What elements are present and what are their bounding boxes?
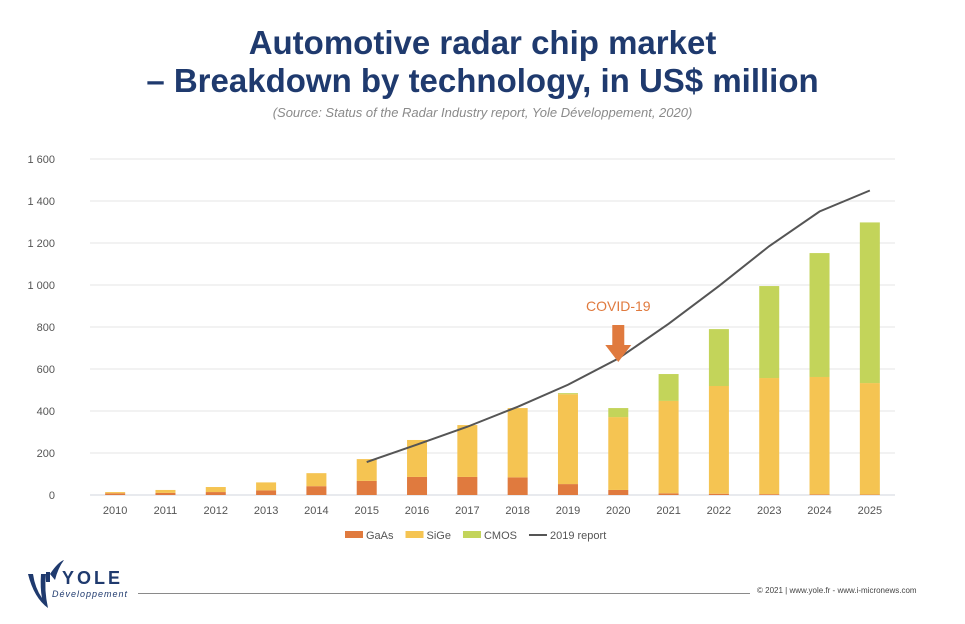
bar-gaas-2019 — [557, 484, 578, 495]
bar-sige-2017 — [457, 425, 478, 477]
bar-sige-2018 — [507, 408, 528, 478]
x-tick-label: 2021 — [656, 505, 680, 517]
bar-sige-2013 — [256, 482, 277, 491]
bar-sige-2019 — [557, 394, 578, 485]
y-tick-label: 1 000 — [27, 280, 55, 292]
x-tick-label: 2017 — [455, 505, 479, 517]
legend-label: CMOS — [484, 530, 517, 542]
legend-label: GaAs — [366, 530, 394, 542]
bar-gaas-2020 — [608, 489, 629, 495]
footer-copyright: © 2021 | www.yole.fr - www.i-micronews.c… — [757, 586, 917, 595]
chart-title-line-1: Automotive radar chip market — [248, 24, 717, 61]
bar-cmos-2023 — [759, 286, 780, 379]
y-tick-label: 0 — [49, 490, 55, 502]
bar-gaas-2016 — [407, 476, 428, 495]
bar-gaas-2021 — [658, 493, 679, 495]
chart-title-line-2: – Breakdown by technology, in US$ millio… — [146, 62, 819, 99]
annotations: COVID-19 — [586, 298, 651, 362]
x-tick-label: 2015 — [354, 505, 378, 517]
legend-swatch-sige — [405, 531, 424, 538]
bars — [105, 222, 880, 495]
y-tick-label: 200 — [37, 448, 55, 460]
bar-cmos-2024 — [809, 253, 830, 377]
logo-subtext: Développement — [52, 589, 128, 599]
x-tick-label: 2022 — [707, 505, 731, 517]
bar-gaas-2017 — [457, 476, 478, 495]
y-tick-label: 1 400 — [27, 196, 55, 208]
bar-sige-2025 — [859, 383, 880, 495]
bar-cmos-2021 — [658, 374, 679, 401]
legend-label: 2019 report — [550, 530, 606, 542]
y-tick-label: 600 — [37, 364, 55, 376]
y-tick-label: 800 — [37, 322, 55, 334]
x-tick-label: 2014 — [304, 505, 328, 517]
bar-sige-2023 — [759, 378, 780, 495]
legend-label: SiGe — [427, 530, 451, 542]
bar-sige-2014 — [306, 473, 327, 487]
logo-text: YOLE — [62, 568, 123, 588]
y-tick-label: 400 — [37, 406, 55, 418]
bar-gaas-2012 — [205, 492, 226, 495]
bar-sige-2022 — [708, 386, 729, 494]
y-tick-label: 1 600 — [27, 154, 55, 166]
bar-sige-2015 — [356, 459, 377, 481]
bar-sige-2012 — [205, 487, 226, 493]
x-tick-label: 2025 — [858, 505, 882, 517]
bar-gaas-2015 — [356, 480, 377, 495]
gridlines — [90, 158, 895, 496]
bar-gaas-2013 — [256, 490, 277, 495]
x-tick-label: 2013 — [254, 505, 278, 517]
x-tick-label: 2011 — [154, 505, 178, 517]
bar-sige-2020 — [608, 417, 629, 490]
yole-logo: YOLE Développement — [24, 560, 144, 615]
bar-sige-2021 — [658, 400, 679, 494]
bar-gaas-2018 — [507, 477, 528, 495]
bar-gaas-2024 — [809, 494, 830, 495]
bar-gaas-2010 — [105, 493, 126, 495]
x-tick-label: 2010 — [103, 505, 127, 517]
x-tick-label: 2016 — [405, 505, 429, 517]
bar-sige-2011 — [155, 489, 176, 493]
bar-gaas-2011 — [155, 492, 176, 495]
x-tick-label: 2019 — [556, 505, 580, 517]
x-tick-label: 2018 — [505, 505, 529, 517]
x-axis-ticks: 2010 2011 2012 2013 2014 2015 2016 2017 2018 2019… — [103, 505, 882, 517]
bar-cmos-2025 — [859, 222, 880, 384]
x-tick-label: 2020 — [606, 505, 630, 517]
bar-gaas-2022 — [708, 493, 729, 495]
legend: GaAs SiGe CMOS 2019 report — [345, 530, 606, 542]
bar-cmos-2019 — [557, 393, 578, 395]
x-tick-label: 2012 — [204, 505, 228, 517]
bar-sige-2010 — [105, 492, 126, 494]
covid-annotation-label: COVID-19 — [586, 298, 651, 314]
chart-source: (Source: Status of the Radar Industry re… — [272, 105, 693, 120]
bar-cmos-2020 — [608, 408, 629, 418]
footer-divider — [138, 593, 750, 594]
bar-sige-2016 — [407, 439, 428, 477]
x-tick-label: 2024 — [807, 505, 831, 517]
yole-logo-icon: YOLE Développement — [28, 560, 128, 608]
y-tick-label: 1 200 — [27, 238, 55, 250]
bar-sige-2024 — [809, 376, 830, 495]
legend-swatch-gaas — [345, 531, 363, 538]
bar-cmos-2022 — [708, 329, 729, 387]
bar-gaas-2014 — [306, 486, 327, 495]
x-tick-label: 2023 — [757, 505, 781, 517]
bar-gaas-2023 — [759, 494, 780, 495]
legend-swatch-cmos — [462, 531, 481, 538]
arrow-down-icon — [605, 325, 632, 362]
y-axis-ticks: 0 200 400 600 800 1 000 1 200 1 400 1 600 — [27, 154, 55, 502]
